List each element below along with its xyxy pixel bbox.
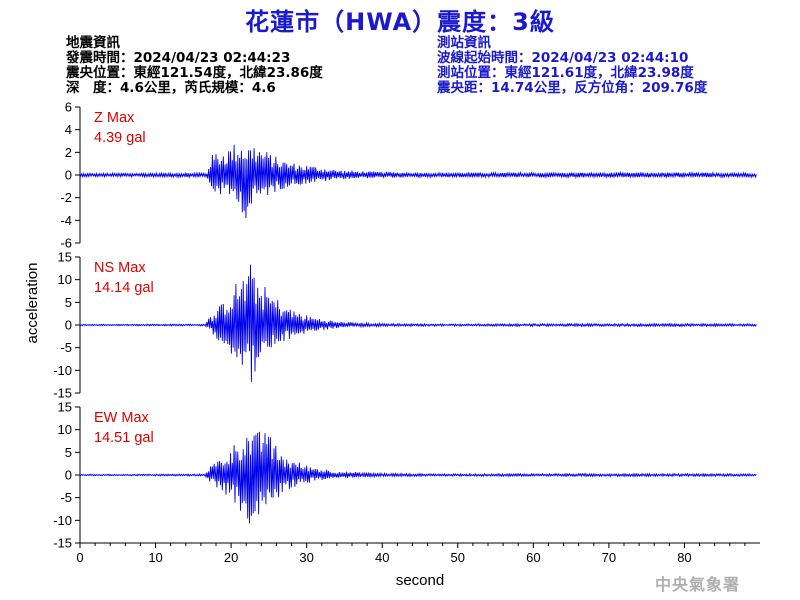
cwa-watermark: 中央氣象署: [655, 575, 741, 594]
station-info-heading: 測站資訊: [437, 35, 491, 51]
x-axis-label: second: [396, 572, 444, 589]
chart-title: 花蓮市（HWA）震度：3級: [245, 8, 555, 36]
x-tick-label: 50: [451, 550, 465, 565]
y-tick-label: -2: [60, 190, 72, 205]
station-location: 測站位置：東經121.61度，北緯23.98度: [437, 65, 694, 81]
max-value: 14.51 gal: [94, 430, 154, 446]
depth-magnitude: 深 度：4.6公里，芮氏規模：4.6: [66, 80, 276, 96]
waveform-trace-z: [79, 144, 757, 219]
y-tick-label: 10: [58, 422, 72, 437]
y-tick-label: 0: [65, 468, 72, 483]
waveform-trace-ns: [79, 264, 757, 382]
earthquake-info: 地震資訊 發震時間：2024/04/23 02:44:23 震央位置：東經121…: [66, 36, 323, 96]
max-label: EW Max: [94, 410, 150, 426]
y-tick-label: 10: [58, 272, 72, 287]
earthquake-info-heading: 地震資訊: [66, 35, 120, 51]
origin-time: 發震時間：2024/04/23 02:44:23: [66, 50, 291, 66]
max-label: Z Max: [94, 110, 135, 126]
epicenter-location: 震央位置：東經121.54度，北緯23.86度: [66, 65, 323, 81]
epicentral-distance: 震央距：14.74公里，反方位角：209.76度: [437, 80, 708, 96]
y-tick-label: 0: [65, 168, 72, 183]
y-tick-label: 5: [65, 445, 72, 460]
y-tick-label: -6: [60, 236, 72, 251]
y-tick-label: 15: [58, 250, 72, 265]
max-value: 4.39 gal: [94, 130, 146, 146]
max-label: NS Max: [94, 260, 146, 276]
y-tick-label: -10: [53, 513, 72, 528]
max-value: 14.14 gal: [94, 280, 154, 296]
y-tick-label: -10: [53, 363, 72, 378]
x-tick-label: 10: [148, 550, 162, 565]
record-start-time: 波線起始時間：2024/04/23 02:44:10: [437, 50, 689, 66]
y-tick-label: 0: [65, 318, 72, 333]
waveform-trace-ew: [79, 431, 757, 524]
x-tick-label: 40: [375, 550, 389, 565]
x-tick-label: 0: [76, 550, 83, 565]
y-tick-label: 2: [65, 145, 72, 160]
y-tick-label: -5: [60, 490, 72, 505]
y-tick-label: 4: [65, 122, 72, 137]
y-axis-label: acceleration: [24, 263, 41, 344]
x-tick-label: 70: [602, 550, 616, 565]
y-tick-label: -15: [53, 386, 72, 401]
station-info: 測站資訊 波線起始時間：2024/04/23 02:44:10 測站位置：東經1…: [437, 36, 707, 96]
y-tick-label: 5: [65, 295, 72, 310]
y-tick-label: 15: [58, 400, 72, 415]
y-tick-label: 6: [65, 100, 72, 115]
x-tick-label: 20: [224, 550, 238, 565]
x-tick-label: 30: [299, 550, 313, 565]
x-tick-label: 80: [677, 550, 691, 565]
x-tick-label: 60: [526, 550, 540, 565]
y-tick-label: -4: [60, 213, 72, 228]
y-tick-label: -15: [53, 536, 72, 551]
y-tick-label: -5: [60, 340, 72, 355]
